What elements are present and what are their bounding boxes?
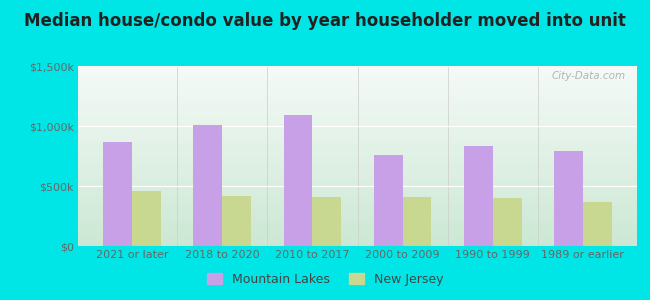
Bar: [313, 197, 341, 246]
Text: City-Data.com: City-Data.com: [552, 71, 626, 81]
Bar: [374, 155, 402, 246]
Bar: [283, 115, 313, 246]
Bar: [194, 125, 222, 246]
Bar: [402, 197, 432, 246]
Bar: [222, 196, 251, 246]
Bar: [132, 191, 161, 246]
Bar: [103, 142, 132, 246]
Bar: [583, 202, 612, 246]
Legend: Mountain Lakes, New Jersey: Mountain Lakes, New Jersey: [202, 268, 448, 291]
Bar: [493, 198, 521, 246]
Bar: [464, 146, 493, 246]
Bar: [554, 151, 583, 246]
Text: Median house/condo value by year householder moved into unit: Median house/condo value by year househo…: [24, 12, 626, 30]
